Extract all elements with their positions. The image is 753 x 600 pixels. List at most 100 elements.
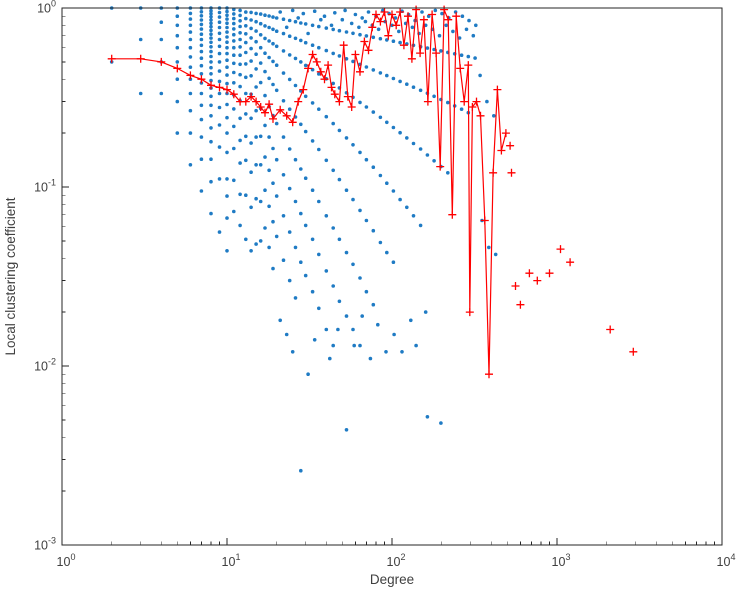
y-tick-label: 10-1: [34, 178, 56, 195]
scatter-point-marker: [460, 14, 465, 18]
scatter-point-marker: [254, 52, 258, 56]
scatter-point-marker: [331, 51, 336, 56]
scatter-point-marker: [244, 134, 248, 139]
scatter-point-marker: [274, 29, 279, 33]
scatter-point-marker: [232, 12, 236, 16]
scatter-point-marker: [232, 27, 236, 31]
scatter-point-marker: [358, 32, 362, 37]
scatter-point-marker: [381, 8, 385, 13]
scatter-point-marker: [244, 91, 248, 96]
scatter-point-marker: [281, 135, 286, 139]
scatter-point-marker: [249, 141, 253, 145]
scatter-point-marker: [400, 350, 404, 354]
scatter-point-marker: [244, 32, 248, 36]
scatter-point-marker: [188, 23, 193, 28]
scatter-point-marker: [217, 91, 222, 96]
scatter-point-marker: [471, 33, 476, 38]
scatter-point-marker: [418, 88, 423, 93]
scatter-point-marker: [351, 262, 355, 267]
scatter-point-marker: [306, 31, 310, 36]
scatter-point-marker: [175, 14, 180, 18]
scatter-point-marker: [344, 250, 349, 255]
scatter-point-marker: [391, 39, 396, 43]
scatter-point-marker: [209, 54, 213, 59]
scatter-point-marker: [299, 60, 303, 64]
scatter-point-marker: [337, 128, 342, 133]
scatter-point-marker: [423, 310, 428, 314]
scatter-point-marker: [317, 199, 321, 204]
scatter-point-marker: [368, 356, 373, 361]
minor-ticks: [62, 15, 715, 545]
scatter-point-marker: [249, 26, 253, 31]
scatter-point-marker: [324, 269, 329, 273]
scatter-point-marker: [398, 130, 402, 135]
scatter-point-marker: [425, 153, 430, 157]
scatter-point-marker: [278, 318, 283, 323]
scatter-point-marker: [299, 211, 303, 216]
scatter-point-marker: [244, 158, 248, 163]
scatter-point-marker: [358, 150, 362, 155]
scatter-point-marker: [263, 13, 267, 17]
scatter-point-marker: [225, 17, 229, 21]
scatter-point-marker: [278, 10, 283, 14]
scatter-point-marker: [238, 19, 242, 23]
scatter-point-marker: [274, 121, 279, 126]
scatter-point-marker: [337, 237, 342, 242]
scatter-point-marker: [364, 218, 369, 223]
scatter-point-marker: [364, 105, 369, 109]
scatter-point-marker: [357, 25, 361, 30]
scatter-point-marker: [254, 163, 258, 167]
scatter-point-marker: [293, 19, 298, 24]
scatter-point-marker: [249, 59, 253, 63]
scatter-point-marker: [317, 306, 321, 311]
scatter-point-marker: [271, 59, 275, 64]
scatter-point-marker: [244, 50, 248, 55]
scatter-point-marker: [254, 108, 258, 113]
scatter-point-marker: [225, 40, 229, 44]
scatter-point-marker: [344, 428, 349, 432]
scatter-point-marker: [209, 179, 213, 184]
scatter-point-marker: [299, 468, 303, 473]
scatter-point-marker: [478, 73, 482, 78]
x-tick-label: 100: [57, 552, 76, 569]
scatter-point-marker: [232, 61, 236, 66]
scatter-point-marker: [249, 116, 253, 121]
scatter-point-marker: [209, 72, 213, 76]
scatter-point-marker: [274, 157, 279, 162]
scatter-point-marker: [397, 29, 401, 34]
scatter-point-marker: [317, 45, 321, 50]
scatter-point-marker: [281, 31, 286, 36]
scatter-point-marker: [217, 51, 222, 56]
scatter-point-marker: [312, 9, 317, 13]
scatter-point-marker: [287, 230, 292, 234]
scatter-point-marker: [258, 239, 263, 243]
scatter-point-marker: [433, 8, 438, 13]
scatter-point-marker: [352, 343, 357, 348]
scatter-point-marker: [249, 18, 253, 22]
scatter-point-marker: [199, 37, 204, 42]
scatter-point-marker: [225, 194, 229, 198]
scatter-point-marker: [425, 46, 430, 50]
scatter-point-marker: [290, 8, 295, 13]
scatter-point-marker: [274, 194, 279, 198]
scatter-point-marker: [232, 124, 236, 129]
scatter-point-marker: [432, 159, 436, 163]
scatter-point-marker: [232, 16, 236, 21]
x-tick-label: 104: [717, 552, 736, 569]
scatter-point-marker: [217, 123, 222, 127]
scatter-point-marker: [391, 125, 396, 130]
scatter-point-marker: [466, 54, 471, 59]
scatter-point-marker: [371, 165, 376, 169]
scatter-point-marker: [331, 168, 336, 173]
scatter-point-marker: [378, 173, 383, 178]
scatter-point-marker: [337, 299, 342, 304]
scatter-point-marker: [331, 226, 336, 230]
scatter-point-marker: [310, 289, 315, 294]
scatter-point-marker: [217, 10, 222, 15]
scatter-point-marker: [254, 29, 258, 33]
scatter-point-marker: [319, 17, 323, 22]
scatter-point-marker: [238, 37, 242, 42]
scatter-point-marker: [364, 65, 369, 69]
scatter-point-marker: [232, 45, 236, 50]
scatter-point-marker: [175, 45, 180, 50]
